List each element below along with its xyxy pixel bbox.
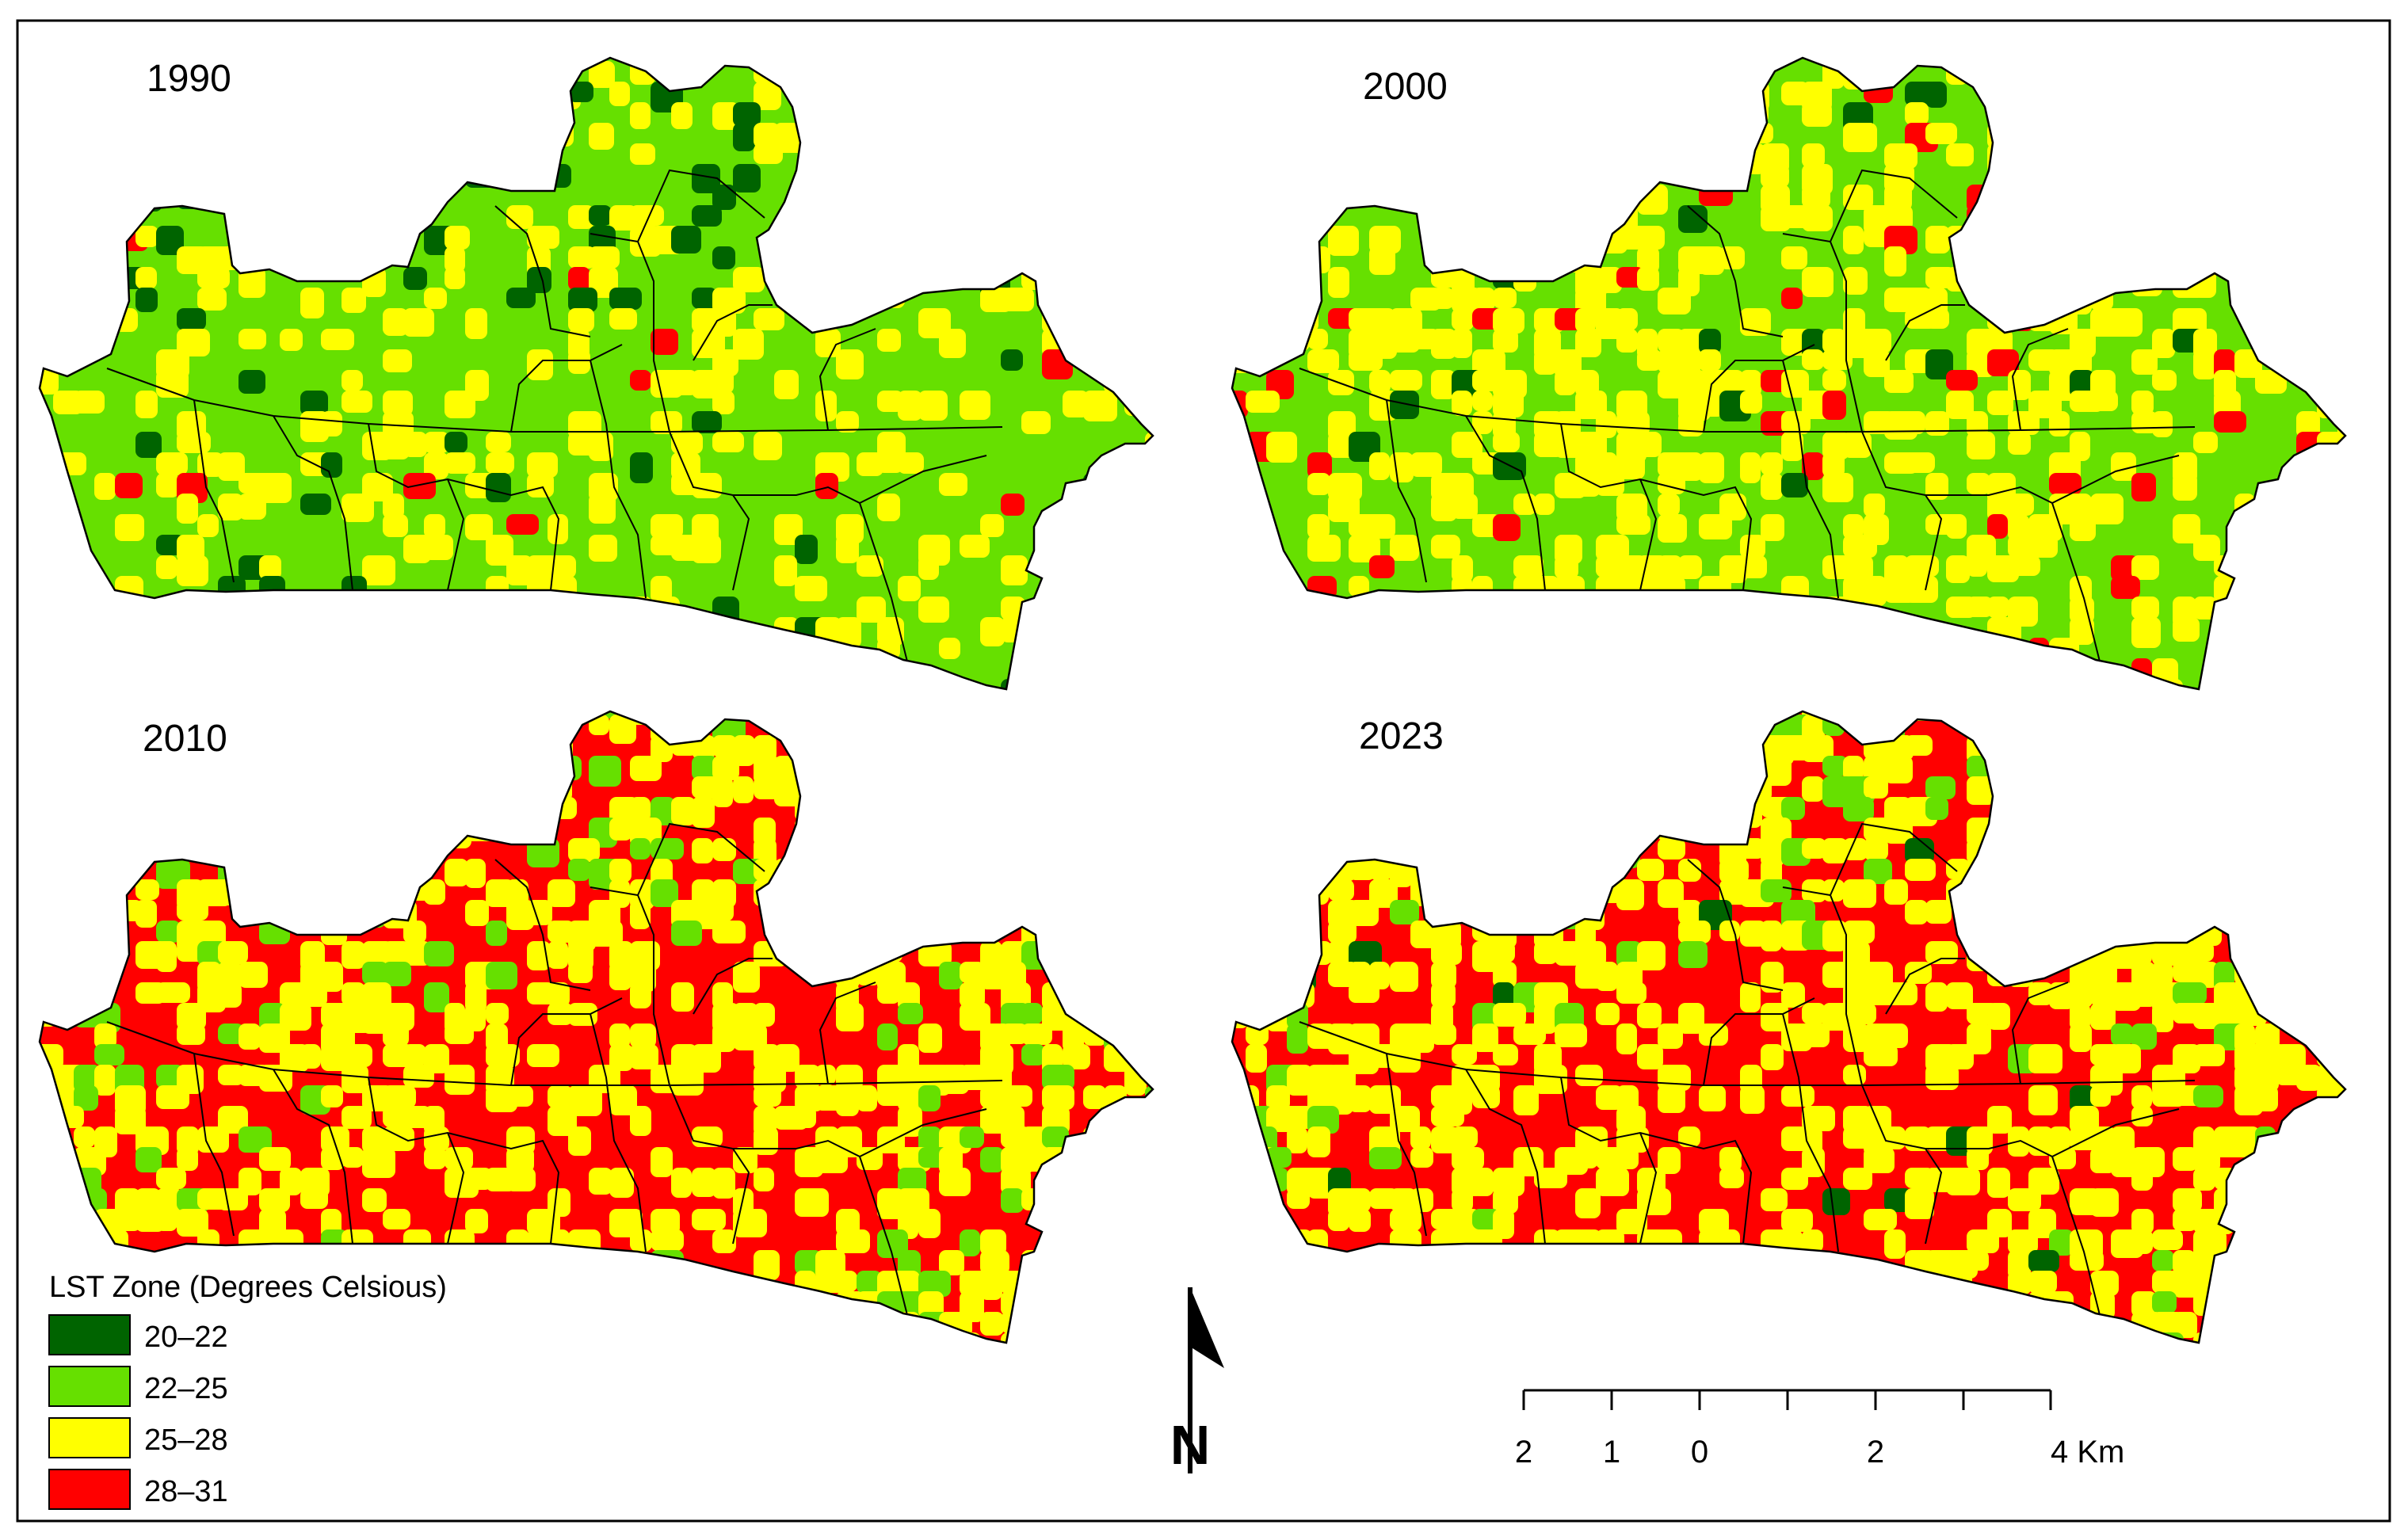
legend-label-28-31: 28–31: [144, 1475, 228, 1508]
ward-boundary: [875, 550, 908, 662]
legend-title: LST Zone (Degrees Celsious): [49, 1271, 447, 1304]
ward-boundary: [1830, 822, 1958, 896]
ward-boundary: [1703, 997, 1815, 1086]
ward-boundary: [1782, 360, 1839, 599]
legend-label-25-28: 25–28: [144, 1424, 228, 1457]
ward-boundary: [2067, 1203, 2101, 1316]
ward-boundary: [510, 344, 623, 433]
legend-item-22-25: 22–25: [48, 1366, 228, 1407]
ward-boundary: [1560, 423, 1753, 591]
ward-boundary: [590, 1013, 647, 1252]
ward-boundary: [1782, 886, 1863, 1086]
legend-swatch-28-31: [48, 1469, 131, 1510]
scale-bar: [1522, 1389, 2052, 1410]
ward-boundary: [2051, 1108, 2180, 1157]
ward-boundary: [494, 205, 591, 337]
panel-year-2023: 2023: [1359, 715, 1444, 757]
map-panel-1990: 1990: [38, 56, 1154, 691]
figure-frame: [16, 19, 2391, 1523]
ward-boundary: [1782, 1013, 1839, 1252]
scale-bar-labels: 2 1 0 2 4 Km: [1515, 1435, 2124, 1469]
ward-boundary: [637, 822, 765, 896]
ward-boundary: [1782, 233, 1863, 433]
ward-boundary: [693, 304, 773, 361]
ward-boundary: [733, 1139, 876, 1205]
ward-boundary: [1639, 1132, 1658, 1245]
ward-boundary: [447, 1132, 465, 1245]
ward-boundary: [637, 169, 765, 242]
north-arrow: N: [1170, 1287, 1224, 1476]
scale-label-4-km: 4 Km: [2051, 1435, 2124, 1469]
legend: LST Zone (Degrees Celsious) 20–22 22–25 …: [48, 1271, 447, 1510]
ward-boundary: [2067, 550, 2101, 662]
study-area-outline: [38, 710, 1154, 1344]
ward-boundary: [1465, 415, 1546, 591]
ward-boundary: [733, 486, 876, 551]
lst-raster: [1232, 58, 2345, 689]
ward-boundary: [2051, 455, 2180, 504]
ward-boundary: [1560, 1077, 1753, 1245]
ward-boundary: [1386, 399, 1427, 583]
panel-year-1990: 1990: [147, 58, 231, 100]
scale-label-2-left: 2: [1515, 1435, 1532, 1469]
legend-label-20-22: 20–22: [144, 1321, 228, 1354]
ward-boundary: [1639, 478, 1658, 591]
map-panel-2010: 2010: [38, 710, 1154, 1344]
north-arrow-label: N: [1170, 1414, 1211, 1476]
legend-label-22-25: 22–25: [144, 1372, 228, 1405]
ward-boundary: [273, 1069, 353, 1245]
ward-boundary: [1703, 344, 1815, 433]
study-area-outline: [1231, 56, 2347, 691]
ward-boundary: [368, 423, 560, 591]
ward-boundary: [273, 415, 353, 591]
scale-label-2-right: 2: [1867, 1435, 1884, 1469]
legend-swatch-25-28: [48, 1417, 131, 1458]
ward-boundary: [510, 997, 623, 1086]
legend-item-25-28: 25–28: [48, 1417, 228, 1458]
ward-boundary: [1386, 1053, 1427, 1237]
ward-boundary: [2011, 328, 2069, 431]
ward-boundary: [2011, 982, 2069, 1084]
ward-boundary: [1925, 1139, 2069, 1205]
study-area-outline: [1231, 710, 2347, 1344]
ward-boundary: [590, 360, 647, 599]
panel-year-2000: 2000: [1363, 66, 1448, 108]
panel-year-2010: 2010: [143, 718, 227, 760]
scale-label-0: 0: [1691, 1435, 1708, 1469]
ward-boundary: [819, 982, 876, 1084]
lst-raster: [40, 58, 1153, 689]
ward-boundary: [1885, 958, 1965, 1015]
map-panel-2023: 2023: [1231, 710, 2347, 1344]
ward-boundary: [1465, 1069, 1546, 1245]
lst-raster: [40, 711, 1153, 1343]
legend-item-20-22: 20–22: [48, 1314, 228, 1355]
ward-boundary: [859, 1108, 987, 1157]
study-area-outline: [38, 56, 1154, 691]
ward-boundary: [1830, 169, 1958, 242]
ward-boundary: [1885, 304, 1965, 361]
ward-boundary: [193, 1053, 235, 1237]
ward-boundary: [875, 1203, 908, 1316]
ward-boundary: [1687, 859, 1784, 991]
map-panel-2000: 2000: [1231, 56, 2347, 691]
ward-boundary: [368, 1077, 560, 1245]
ward-boundary: [590, 233, 670, 433]
ward-boundary: [1687, 205, 1784, 337]
ward-boundary: [819, 328, 876, 431]
legend-swatch-22-25: [48, 1366, 131, 1407]
lst-raster: [1232, 711, 2345, 1343]
legend-swatch-20-22: [48, 1314, 131, 1355]
north-arrow-head: [1190, 1287, 1224, 1368]
legend-item-28-31: 28–31: [48, 1469, 228, 1510]
ward-boundary: [693, 958, 773, 1015]
ward-boundary: [447, 478, 465, 591]
ward-boundary: [1925, 486, 2069, 551]
ward-boundary: [590, 886, 670, 1086]
ward-boundary: [494, 859, 591, 991]
ward-boundary: [859, 455, 987, 504]
ward-boundary: [193, 399, 235, 583]
scale-label-1: 1: [1603, 1435, 1620, 1469]
